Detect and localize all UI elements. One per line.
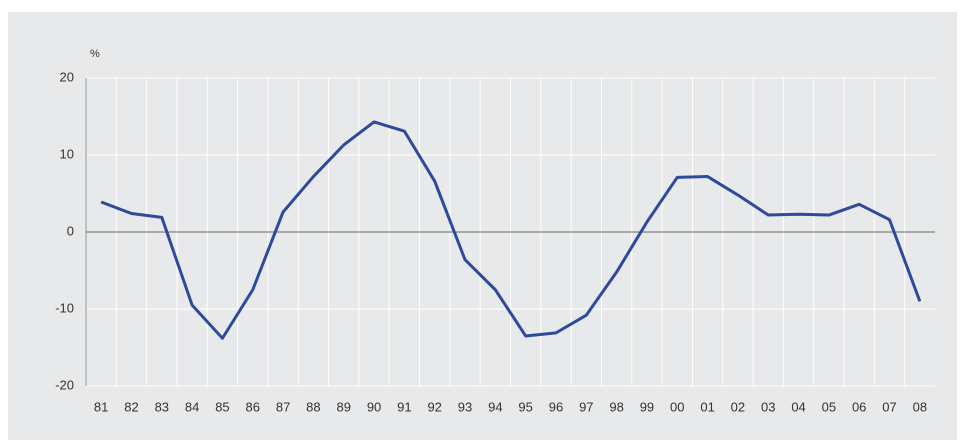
x-tick-label: 00 bbox=[670, 399, 684, 414]
x-tick-label: 04 bbox=[791, 399, 805, 414]
x-tick-label: 81 bbox=[94, 399, 108, 414]
x-tick-label: 01 bbox=[700, 399, 714, 414]
x-tick-label: 08 bbox=[913, 399, 927, 414]
x-tick-label: 06 bbox=[852, 399, 866, 414]
x-tick-label: 98 bbox=[609, 399, 623, 414]
x-tick-label: 95 bbox=[518, 399, 532, 414]
y-tick-label: 0 bbox=[67, 223, 74, 238]
y-tick-label: -10 bbox=[55, 300, 74, 315]
x-tick-label: 05 bbox=[822, 399, 836, 414]
x-tick-label: 86 bbox=[246, 399, 260, 414]
y-tick-label: 10 bbox=[60, 146, 74, 161]
x-tick-label: 91 bbox=[397, 399, 411, 414]
x-tick-label: 07 bbox=[882, 399, 896, 414]
x-tick-label: 85 bbox=[215, 399, 229, 414]
x-tick-label: 88 bbox=[306, 399, 320, 414]
x-tick-label: 97 bbox=[579, 399, 593, 414]
x-tick-label: 02 bbox=[731, 399, 745, 414]
x-tick-label: 90 bbox=[367, 399, 381, 414]
chart-background bbox=[8, 12, 957, 440]
x-tick-label: 89 bbox=[336, 399, 350, 414]
y-tick-label: 20 bbox=[60, 69, 74, 84]
y-tick-label: -20 bbox=[55, 377, 74, 392]
x-tick-label: 84 bbox=[185, 399, 199, 414]
x-tick-label: 93 bbox=[458, 399, 472, 414]
x-tick-label: 83 bbox=[155, 399, 169, 414]
x-tick-label: 92 bbox=[427, 399, 441, 414]
x-tick-label: 03 bbox=[761, 399, 775, 414]
x-tick-label: 94 bbox=[488, 399, 502, 414]
y-axis-label: % bbox=[90, 48, 100, 60]
x-tick-label: 87 bbox=[276, 399, 290, 414]
x-tick-label: 82 bbox=[124, 399, 138, 414]
x-tick-label: 96 bbox=[549, 399, 563, 414]
x-tick-label: 99 bbox=[640, 399, 654, 414]
data-line bbox=[100, 120, 922, 340]
